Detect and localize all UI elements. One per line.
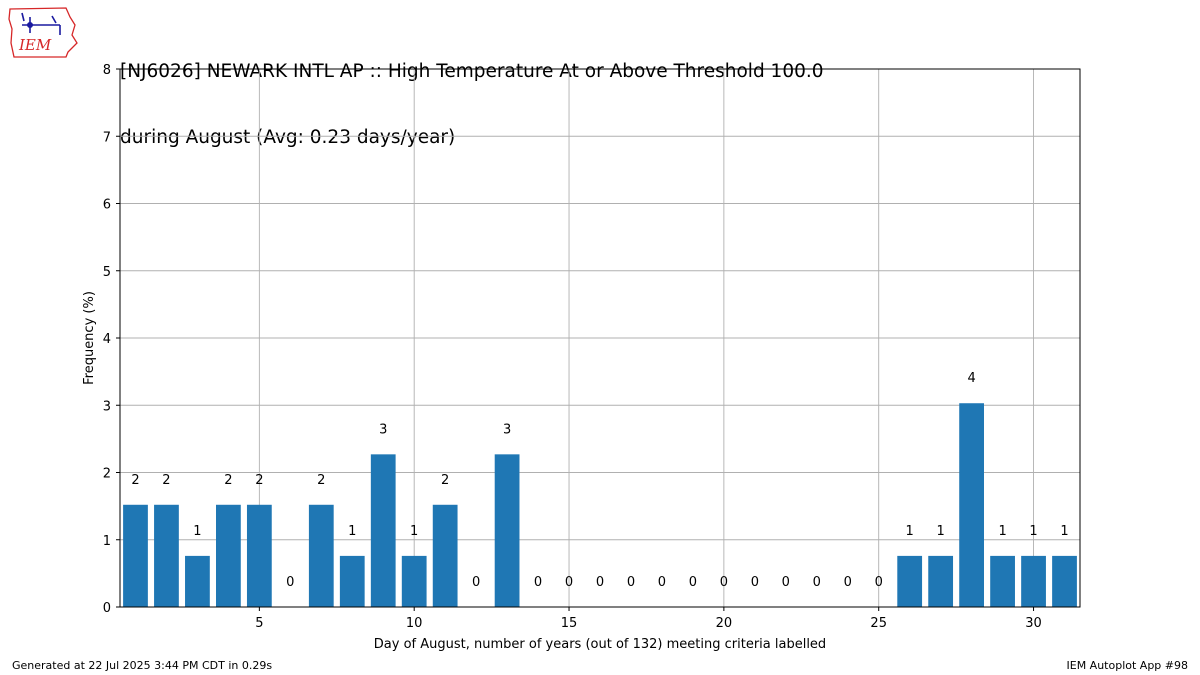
- bar-count-label: 3: [379, 422, 387, 437]
- bar-count-label: 2: [162, 473, 170, 488]
- chart-title: [NJ6026] NEWARK INTL AP :: High Temperat…: [120, 17, 824, 171]
- bar-count-label: 0: [565, 575, 573, 590]
- chart-title-line-1: [NJ6026] NEWARK INTL AP :: High Temperat…: [120, 61, 824, 82]
- bar-count-label: 1: [937, 524, 945, 539]
- weather-station-icon: [21, 12, 61, 35]
- x-tick-label: 5: [255, 616, 263, 631]
- bar: [1052, 555, 1077, 607]
- app-label: IEM Autoplot App #98: [1066, 659, 1189, 672]
- bar: [246, 504, 272, 607]
- y-tick-label: 5: [103, 265, 111, 280]
- generated-timestamp: Generated at 22 Jul 2025 3:44 PM CDT in …: [12, 659, 273, 672]
- bar-count-label: 1: [410, 524, 418, 539]
- bar-count-label: 2: [131, 473, 139, 488]
- bar-count-label: 0: [596, 575, 604, 590]
- bar: [928, 555, 954, 607]
- x-tick-label: 20: [716, 616, 733, 631]
- bar-count-label: 0: [689, 575, 697, 590]
- bar-count-label: 1: [348, 524, 356, 539]
- bar: [959, 403, 984, 607]
- bar-count-label: 0: [472, 575, 480, 590]
- bar-count-label: 2: [255, 473, 263, 488]
- bar: [494, 454, 520, 607]
- bar-count-label: 0: [751, 575, 759, 590]
- bar: [339, 555, 365, 607]
- iowa-outline-icon: [8, 7, 78, 58]
- bar-count-label: 4: [967, 371, 975, 386]
- iem-logo: IEM: [8, 7, 78, 58]
- y-tick-label: 8: [103, 63, 111, 78]
- bar: [1021, 555, 1046, 607]
- y-axis-label: Frequency (%): [82, 291, 97, 385]
- bar: [123, 504, 148, 607]
- bar-count-label: 1: [1060, 524, 1068, 539]
- bar-count-label: 3: [503, 422, 511, 437]
- bar-count-label: 1: [1029, 524, 1037, 539]
- y-tick-label: 6: [103, 198, 111, 213]
- bar: [432, 504, 458, 607]
- y-tick-label: 2: [103, 467, 111, 482]
- y-tick-label: 1: [103, 534, 111, 549]
- x-tick-label: 25: [870, 616, 887, 631]
- bar: [185, 555, 210, 607]
- bar-count-label: 0: [658, 575, 666, 590]
- bar: [401, 555, 427, 607]
- bar-count-label: 1: [193, 524, 201, 539]
- bar-count-label: 1: [906, 524, 914, 539]
- bar-count-label: 0: [627, 575, 635, 590]
- bar-count-label: 0: [782, 575, 790, 590]
- x-axis-label: Day of August, number of years (out of 1…: [374, 637, 826, 652]
- bar-count-label: 0: [720, 575, 728, 590]
- bar: [216, 504, 241, 607]
- bar-count-label: 0: [813, 575, 821, 590]
- chart-title-line-2: during August (Avg: 0.23 days/year): [120, 127, 456, 148]
- bar-count-label: 0: [875, 575, 883, 590]
- bar: [990, 555, 1015, 607]
- bar: [154, 504, 179, 607]
- y-tick-label: 4: [103, 332, 111, 347]
- bar-count-label: 0: [844, 575, 852, 590]
- y-tick-label: 0: [103, 601, 111, 616]
- bar-count-label: 1: [998, 524, 1006, 539]
- bar-count-label: 2: [224, 473, 232, 488]
- bar: [308, 504, 334, 607]
- y-tick-label: 7: [103, 130, 111, 145]
- x-tick-label: 10: [406, 616, 423, 631]
- bar-count-label: 2: [317, 473, 325, 488]
- y-tick-label: 3: [103, 399, 111, 414]
- bar-count-label: 0: [286, 575, 294, 590]
- x-tick-label: 15: [561, 616, 578, 631]
- bar-count-label: 2: [441, 473, 449, 488]
- logo-text: IEM: [18, 36, 52, 54]
- x-tick-label: 30: [1025, 616, 1042, 631]
- bar: [897, 555, 923, 607]
- bar-count-label: 0: [534, 575, 542, 590]
- bar: [370, 454, 396, 607]
